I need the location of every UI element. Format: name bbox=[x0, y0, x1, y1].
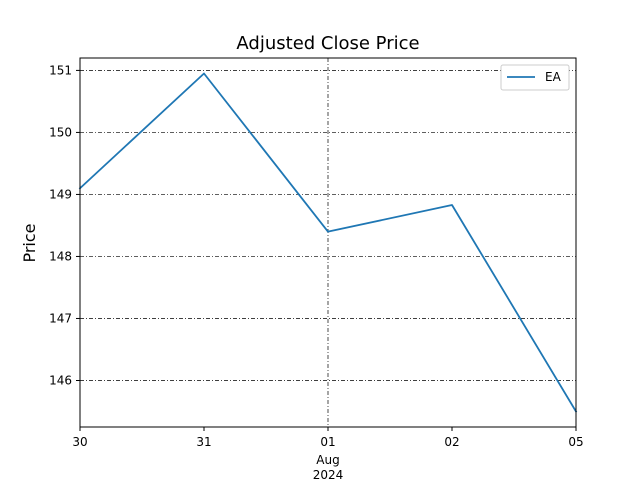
y-tick-label: 149 bbox=[49, 187, 72, 201]
x-tick-sublabel: 2024 bbox=[313, 468, 344, 480]
grid-lines bbox=[80, 58, 576, 427]
x-tick-label: 31 bbox=[196, 435, 211, 449]
y-tick-label: 151 bbox=[49, 63, 72, 77]
series-line-ea bbox=[78, 72, 578, 413]
x-tick-label: 30 bbox=[72, 435, 87, 449]
y-tick-label: 150 bbox=[49, 125, 72, 139]
y-tick-label: 147 bbox=[49, 311, 72, 325]
legend-label-ea: EA bbox=[545, 70, 562, 84]
x-tick-label: 05 bbox=[568, 435, 583, 449]
chart-title: Adjusted Close Price bbox=[236, 33, 419, 54]
y-tick-label: 148 bbox=[49, 249, 72, 263]
x-tick-label: 02 bbox=[444, 435, 459, 449]
y-axis: 146 147 148 149 150 151 bbox=[49, 63, 80, 387]
y-axis-label: Price bbox=[20, 223, 39, 262]
x-tick-sublabel: Aug bbox=[316, 453, 339, 467]
y-tick-label: 146 bbox=[49, 373, 72, 387]
legend: EA bbox=[500, 64, 570, 91]
series-lines bbox=[78, 72, 578, 413]
x-tick-label: 01 bbox=[320, 435, 335, 449]
